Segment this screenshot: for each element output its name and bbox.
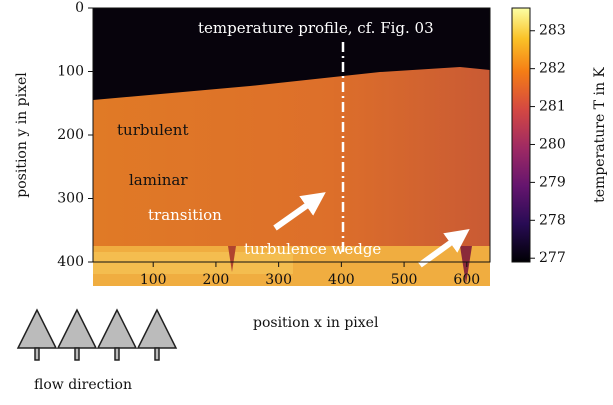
x-tick-label: 200 — [203, 272, 230, 288]
y-tick-label: 0 — [75, 0, 84, 16]
x-tick-label: 600 — [453, 272, 480, 288]
x-tick-label: 100 — [140, 272, 167, 288]
annotation: laminar — [129, 171, 188, 189]
x-tick-label: 400 — [328, 272, 355, 288]
colorbar-tick-label: 282 — [539, 61, 566, 77]
colorbar-tick-label: 280 — [539, 136, 566, 152]
x-tick-label: 300 — [265, 272, 292, 288]
annotation: turbulent — [117, 121, 188, 139]
annotation: transition — [148, 206, 222, 224]
colorbar-tick-label: 278 — [539, 212, 566, 228]
colorbar — [512, 8, 530, 262]
colorbar-tick-label: 281 — [539, 99, 566, 115]
figure: temperature profile, cf. Fig. 03 turbule… — [0, 0, 613, 401]
colorbar-tick-label: 283 — [539, 23, 566, 39]
y-axis-label: position y in pixel — [14, 72, 30, 198]
colorbar-tick-label: 279 — [539, 174, 566, 190]
colorbar-tick-label: 277 — [539, 250, 566, 266]
x-axis-label: position x in pixel — [253, 315, 379, 331]
trees — [18, 310, 176, 360]
y-tick-label: 400 — [57, 254, 84, 270]
annotation: turbulence wedge — [244, 240, 381, 258]
y-tick-label: 200 — [57, 127, 84, 143]
x-tick-label: 500 — [391, 272, 418, 288]
y-tick-label: 300 — [57, 191, 84, 207]
annotation: flow direction — [34, 377, 132, 393]
annotation: temperature profile, cf. Fig. 03 — [198, 19, 434, 37]
colorbar-label: temperature T in K — [592, 67, 608, 203]
y-tick-label: 100 — [57, 64, 84, 80]
